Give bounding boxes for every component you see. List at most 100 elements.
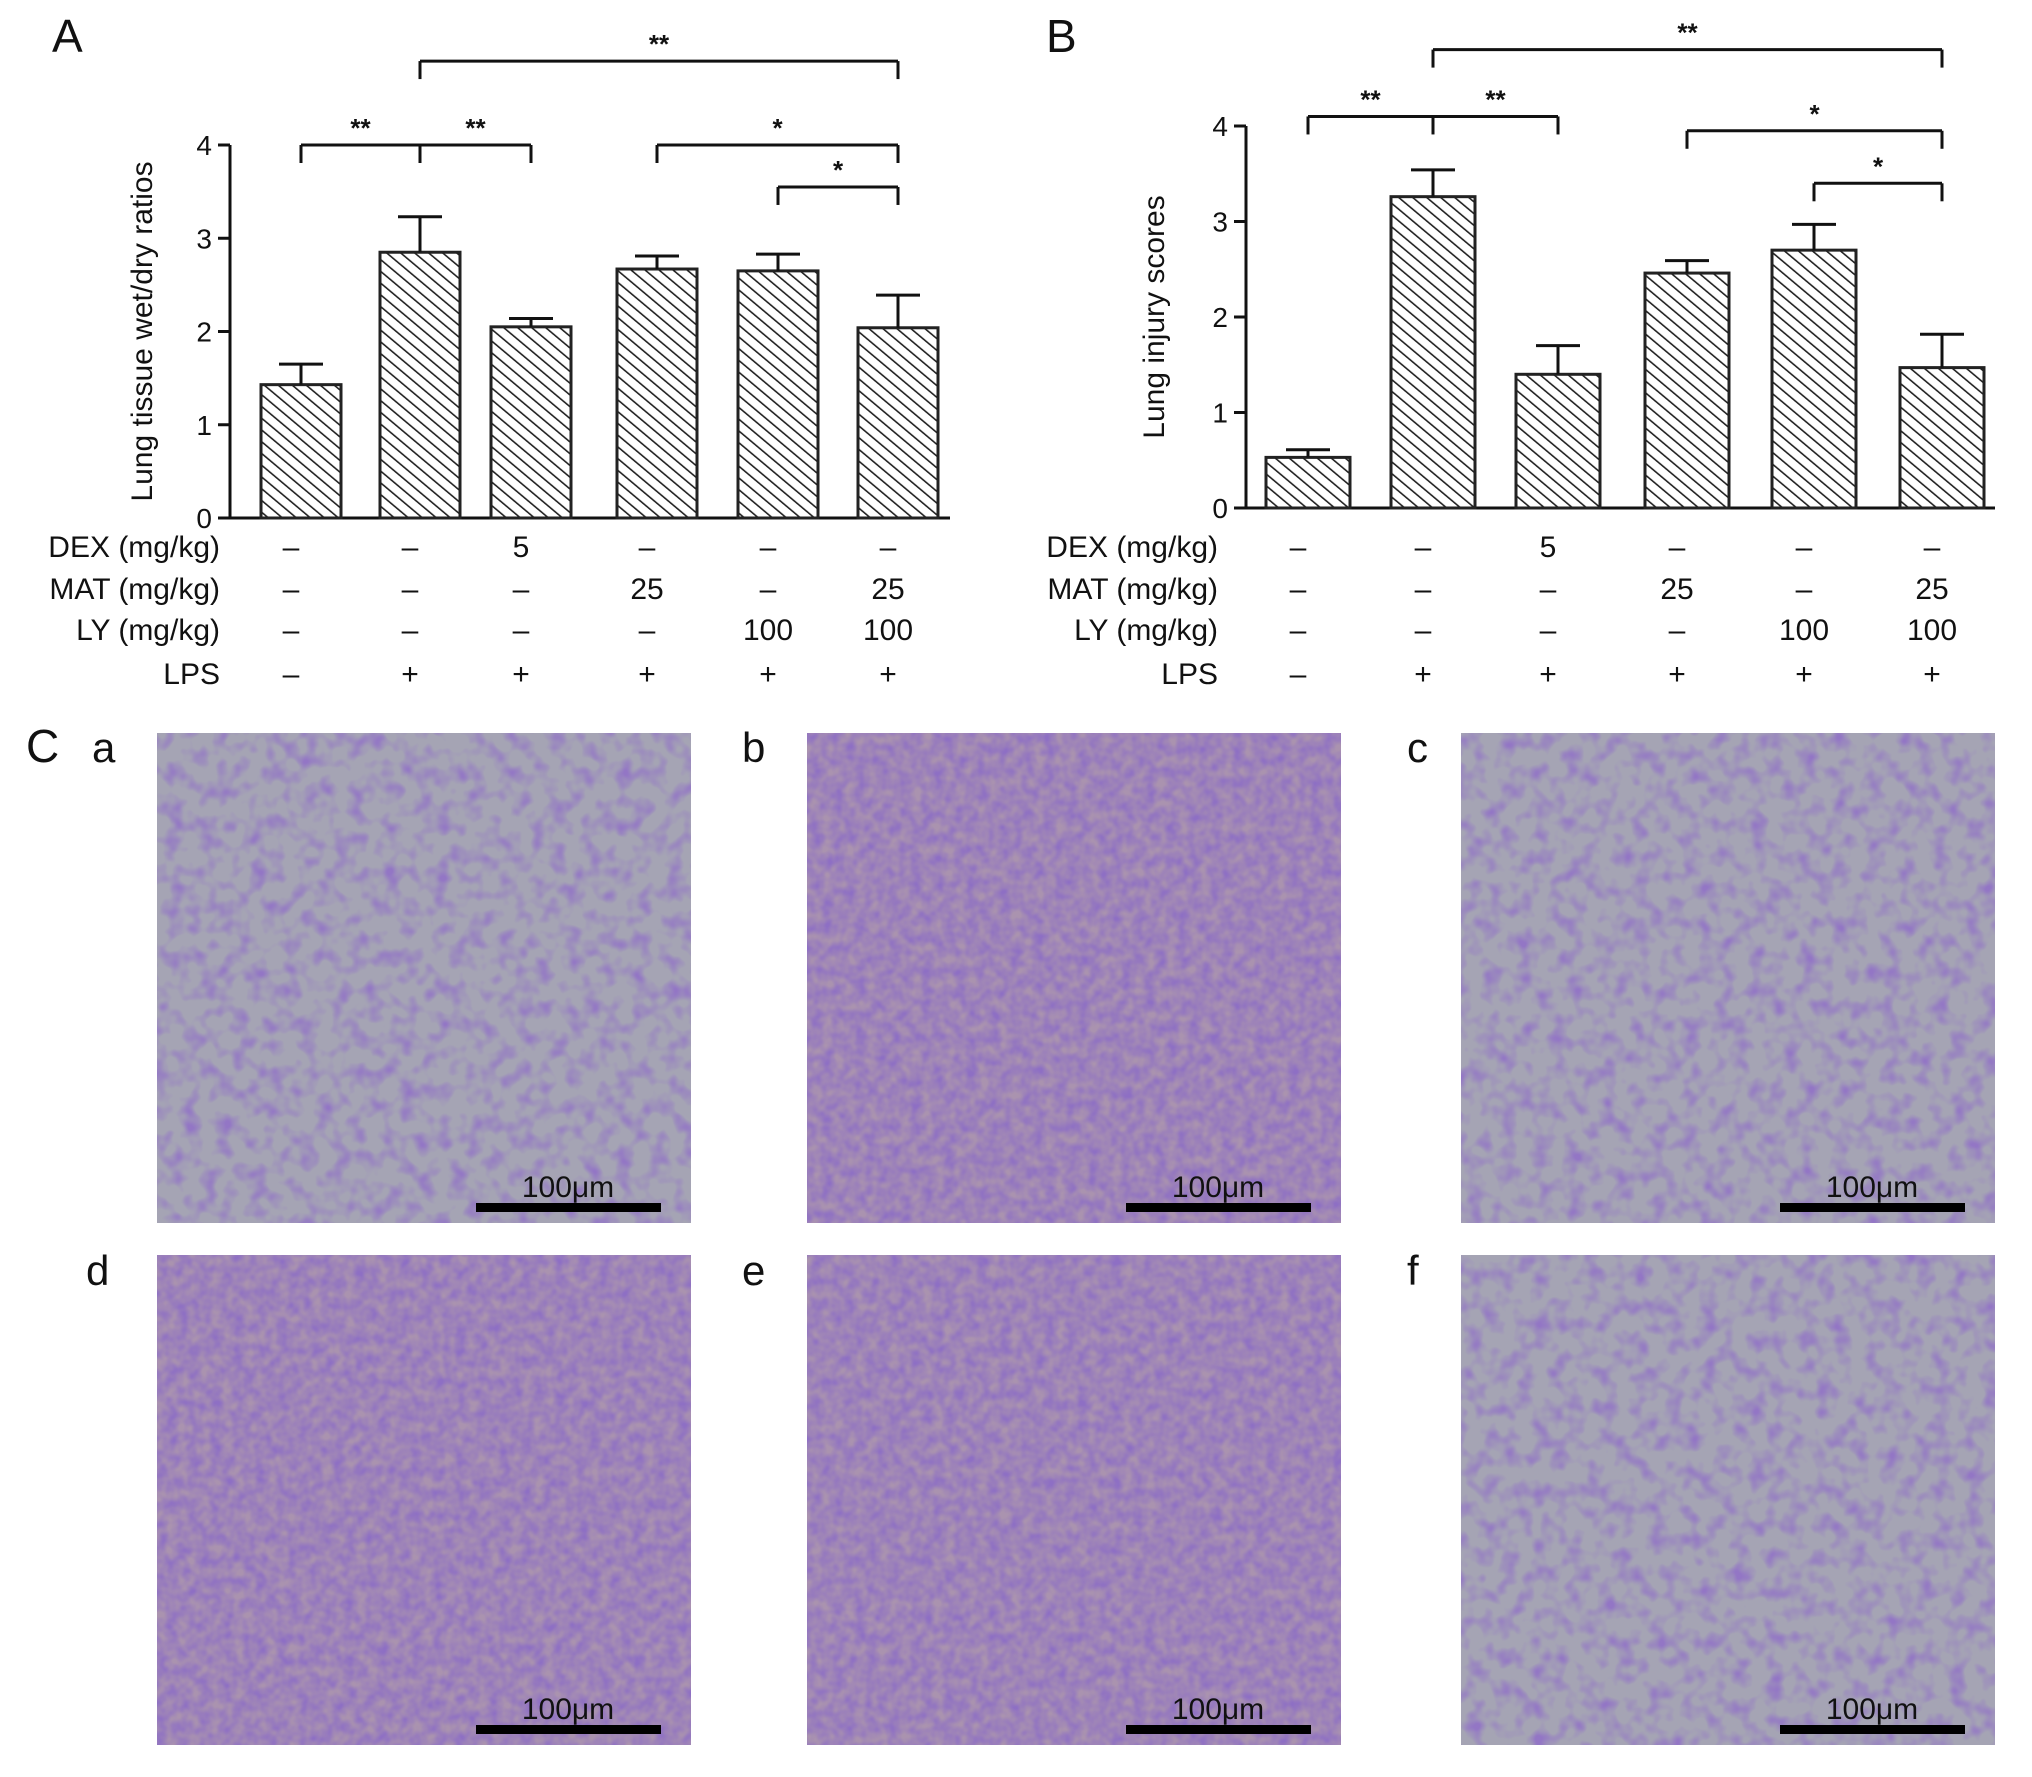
condition-value: 100 [1907, 614, 1957, 647]
condition-value: + [1414, 658, 1432, 691]
micrograph-e: e 100μm [742, 1247, 1341, 1745]
condition-value: 25 [1660, 573, 1693, 606]
condition-value: – [1669, 614, 1686, 647]
bar [856, 326, 940, 520]
bar [1264, 455, 1352, 510]
scale-bar-label: 100μm [1826, 1693, 1918, 1726]
micrograph-b: b 100μm [742, 724, 1341, 1223]
bar [259, 383, 343, 520]
condition-label: LPS [163, 658, 220, 691]
condition-value: – [1290, 531, 1307, 564]
condition-value: – [1924, 531, 1941, 564]
condition-value: – [283, 531, 300, 564]
condition-value: – [1290, 658, 1307, 691]
bar [1770, 248, 1858, 510]
condition-value: – [1796, 573, 1813, 606]
condition-value: – [1540, 573, 1557, 606]
micrograph-label: a [92, 724, 116, 771]
condition-label: MAT (mg/kg) [1047, 573, 1218, 606]
condition-value: 25 [871, 573, 904, 606]
condition-table: DEX (mg/kg) – – 5 – – – MAT (mg/kg) – – – 25 – 25 LY (… [1046, 531, 1957, 691]
micrograph-label: f [1407, 1247, 1419, 1294]
panel-label-c: C [26, 720, 59, 772]
scale-bar [1780, 1203, 1965, 1212]
condition-value: – [402, 531, 419, 564]
condition-value: 5 [513, 531, 530, 564]
y-tick-label: 3 [1212, 207, 1228, 238]
significance-label: ** [1677, 18, 1698, 48]
significance-label: ** [1485, 84, 1506, 114]
bar [1643, 271, 1731, 510]
condition-value: – [1290, 573, 1307, 606]
scale-bar-label: 100μm [1172, 1171, 1264, 1204]
bar [378, 250, 462, 520]
condition-value: – [639, 531, 656, 564]
scale-bar [476, 1725, 661, 1734]
bar [1514, 372, 1602, 510]
micrograph-a: a 100μm [92, 724, 691, 1223]
condition-value: 25 [630, 573, 663, 606]
condition-label: MAT (mg/kg) [49, 573, 220, 606]
condition-value: – [1669, 531, 1686, 564]
tissue-texture [807, 1255, 1341, 1745]
condition-value: 100 [743, 614, 793, 647]
y-axis-label: Lung tissue wet/dry ratios [126, 161, 159, 501]
significance-bracket: * [1685, 99, 1944, 149]
scale-bar-label: 100μm [522, 1171, 614, 1204]
y-tick-label: 3 [196, 223, 212, 254]
y-axis-label: Lung injury scores [1138, 195, 1171, 438]
condition-value: – [1290, 614, 1307, 647]
condition-value: – [283, 658, 300, 691]
condition-value: 100 [1779, 614, 1829, 647]
scale-bar [1126, 1725, 1311, 1734]
scale-bar [1780, 1725, 1965, 1734]
condition-value: – [1796, 531, 1813, 564]
tissue-texture [157, 1255, 691, 1745]
micrograph-grid: a 100μm b 100μm c 100μm d 100μm e 100μm f 100μm [86, 724, 1995, 1745]
condition-value: – [760, 573, 777, 606]
condition-value: – [283, 573, 300, 606]
condition-value: 5 [1540, 531, 1557, 564]
panel-label-b: B [1046, 10, 1077, 62]
condition-value: – [1415, 614, 1432, 647]
significance-bracket: ** ** [1306, 84, 1560, 135]
y-tick-label: 2 [196, 317, 212, 348]
condition-value: – [283, 614, 300, 647]
panel-c: C a 100μm b 100μm c 100μm d 100μm e 100μm f 100μm [26, 720, 1995, 1745]
significance-label: * [833, 155, 844, 185]
y-tick-label: 2 [1212, 302, 1228, 333]
condition-value: + [512, 658, 530, 691]
condition-label: LPS [1161, 658, 1218, 691]
condition-value: – [1415, 573, 1432, 606]
condition-value: – [402, 614, 419, 647]
y-tick-label: 4 [196, 130, 212, 161]
y-tick-label: 4 [1212, 111, 1228, 142]
scale-bar-label: 100μm [1826, 1171, 1918, 1204]
significance-label: ** [465, 113, 486, 143]
condition-value: 25 [1915, 573, 1948, 606]
significance-label: ** [350, 113, 371, 143]
bar [1389, 195, 1477, 510]
micrograph-label: e [742, 1247, 765, 1294]
micrograph-d: d 100μm [86, 1247, 691, 1745]
condition-value: – [513, 573, 530, 606]
scale-bar-label: 100μm [1172, 1693, 1264, 1726]
micrograph-f: f 100μm [1407, 1247, 1995, 1745]
micrograph-c: c 100μm [1407, 724, 1995, 1223]
scale-bar-label: 100μm [522, 1693, 614, 1726]
condition-label: DEX (mg/kg) [1046, 531, 1218, 564]
tissue-texture [1461, 1255, 1995, 1745]
condition-value: + [1795, 658, 1813, 691]
condition-value: + [1668, 658, 1686, 691]
condition-label: LY (mg/kg) [76, 614, 220, 647]
y-tick-label: 0 [1212, 493, 1228, 524]
significance-bracket: ** [418, 29, 900, 80]
bar [736, 269, 820, 520]
significance-label: * [1809, 99, 1820, 129]
condition-value: – [513, 614, 530, 647]
scale-bar [1126, 1203, 1311, 1212]
bar [1898, 366, 1986, 510]
panel-label-a: A [52, 10, 83, 62]
significance-bracket: * [1812, 151, 1944, 202]
